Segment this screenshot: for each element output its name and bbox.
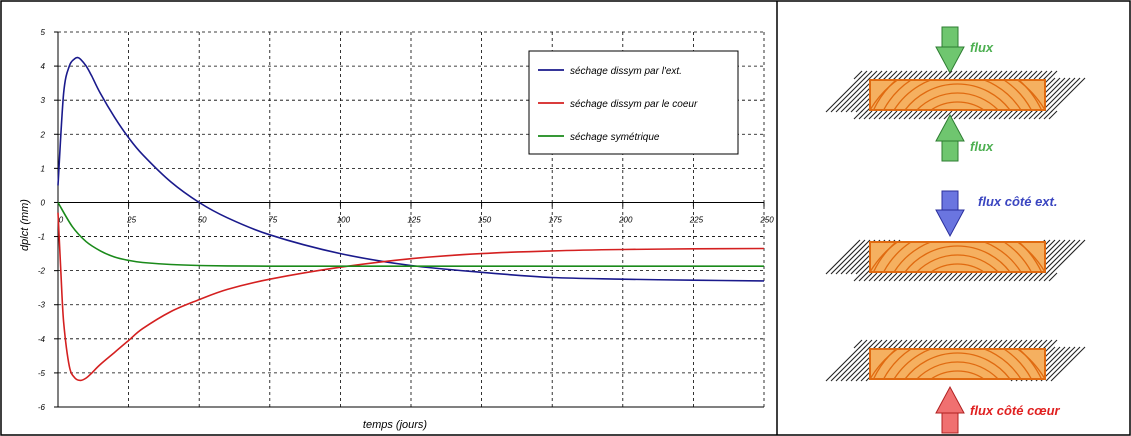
y-tick-label: 1 xyxy=(41,164,45,173)
symmetric-drying-illustration: flux flux xyxy=(825,26,1086,162)
wood-board-3 xyxy=(825,339,1086,382)
y-tick-label: -1 xyxy=(38,233,45,242)
board-body xyxy=(869,241,1046,273)
wood-board-2 xyxy=(825,239,1086,282)
legend-item-sym: séchage symétrique xyxy=(538,132,660,143)
x-axis-title: temps (jours) xyxy=(363,419,428,431)
chart-series xyxy=(57,56,765,382)
green-arrow-down-icon xyxy=(935,26,965,75)
x-tick-label: 150 xyxy=(478,215,492,224)
y-tick-label: -4 xyxy=(38,335,46,344)
chart-legend: séchage dissym par l'ext. séchage dissym … xyxy=(528,50,739,155)
y-axis-title: dplct (mm) xyxy=(19,199,31,251)
flux-label-top: flux xyxy=(970,40,994,55)
drying-diagram: flux flux flux côté ext. flux côt xyxy=(825,26,1086,434)
flux-label-ext: flux côté ext. xyxy=(978,194,1057,209)
x-tick-label: 175 xyxy=(549,215,563,224)
board-body xyxy=(869,348,1046,380)
y-tick-label: 3 xyxy=(41,96,46,105)
wood-grain xyxy=(870,242,1045,272)
wood-board-1 xyxy=(825,70,1086,120)
wood-grain xyxy=(870,80,1045,110)
series-line-sym xyxy=(57,202,764,268)
x-tick-label: 0 xyxy=(59,215,64,224)
x-tick-label: 225 xyxy=(689,215,704,224)
y-tick-label: 5 xyxy=(41,28,46,37)
legend-label: séchage dissym par le coeur xyxy=(570,99,698,110)
legend-label: séchage symétrique xyxy=(570,132,660,143)
y-tick-label: -5 xyxy=(38,369,46,378)
x-tick-label: 75 xyxy=(268,215,277,224)
x-tick-label: 250 xyxy=(759,215,774,224)
x-tick-label: 100 xyxy=(337,215,351,224)
y-tick-label: -2 xyxy=(38,267,46,276)
chart-tick-labels: 5 4 3 2 1 0 -1 -2 -3 -4 -5 -6 0 25 50 75 100 125 150 175 200… xyxy=(38,28,774,412)
x-tick-label: 50 xyxy=(198,215,207,224)
y-tick-label: 2 xyxy=(40,130,46,139)
exterior-drying-illustration: flux côté ext. xyxy=(825,190,1086,282)
board-body xyxy=(869,79,1046,111)
series-line-core xyxy=(57,212,765,382)
y-tick-label: -3 xyxy=(38,301,46,310)
flux-label-core: flux côté cœur xyxy=(970,403,1061,418)
red-arrow-up-icon xyxy=(935,385,965,434)
wood-grain xyxy=(870,349,1045,379)
legend-item-core: séchage dissym par le coeur xyxy=(538,99,698,110)
blue-arrow-down-icon xyxy=(935,190,965,238)
series-line-ext xyxy=(57,56,765,282)
y-tick-label: -6 xyxy=(38,403,46,412)
legend-label: séchage dissym par l'ext. xyxy=(570,66,682,77)
flux-label-bottom: flux xyxy=(970,139,994,154)
core-drying-illustration: flux côté cœur xyxy=(825,339,1086,434)
x-tick-label: 125 xyxy=(407,215,421,224)
y-tick-label: 4 xyxy=(41,62,46,71)
green-arrow-up-icon xyxy=(935,113,965,162)
y-tick-label: 0 xyxy=(41,198,46,207)
x-tick-label: 25 xyxy=(126,215,136,224)
x-tick-label: 200 xyxy=(618,215,633,224)
legend-item-ext: séchage dissym par l'ext. xyxy=(538,66,682,77)
